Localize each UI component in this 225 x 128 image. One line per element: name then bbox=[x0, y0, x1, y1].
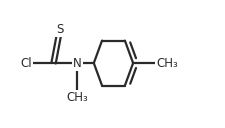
Text: S: S bbox=[56, 23, 63, 36]
Text: CH₃: CH₃ bbox=[155, 57, 177, 70]
Text: CH₃: CH₃ bbox=[66, 91, 88, 104]
Text: Cl: Cl bbox=[20, 57, 32, 70]
Text: N: N bbox=[73, 57, 81, 70]
